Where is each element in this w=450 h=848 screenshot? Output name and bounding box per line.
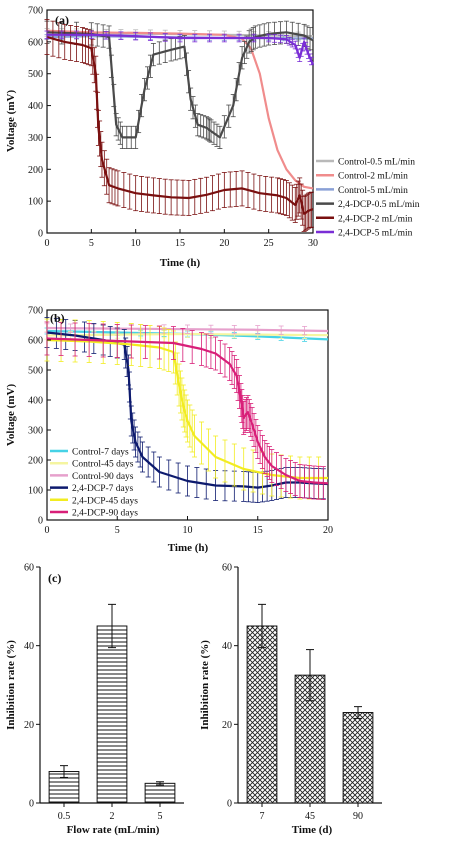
y-tick-label: 700 (28, 306, 43, 317)
x-tick-label: 0 (45, 238, 50, 249)
y-tick-label: 400 (28, 101, 43, 112)
y-tick-label: 500 (28, 366, 43, 377)
x-tick-label: 10 (131, 238, 141, 249)
y-tick-label: 200 (28, 165, 43, 176)
x-axis-label-c2: Time (d) (292, 824, 333, 836)
y-tick-label: 700 (28, 6, 43, 17)
legend-entry: 2,4-DCP-5 mL/min (338, 229, 413, 239)
y-axis-label-c2: Inhibition rate (%) (199, 640, 211, 730)
panel-c-right: 0 20 40 60 7 45 90 Time (d) Inhibition rate (%… (199, 563, 382, 836)
series-5 (44, 19, 315, 232)
y-tick-label: 40 (24, 641, 34, 652)
y-tick-label: 0 (227, 799, 232, 810)
y-axis-label-c1: Inhibition rate (%) (5, 640, 17, 730)
series-line (47, 33, 314, 65)
x-axis-label-b: Time (h) (168, 542, 209, 554)
legend-entry: Control-5 mL/min (338, 186, 408, 196)
legend-entry: 2,4-DCP-90 days (72, 509, 138, 519)
x-tick-label: 90 (353, 811, 363, 822)
y-tick-label: 600 (28, 336, 43, 347)
y-tick-label: 20 (222, 720, 232, 731)
bar (342, 712, 374, 804)
x-tick-label: 20 (219, 238, 229, 249)
x-tick-label: 15 (253, 525, 263, 536)
legend-b: Control-7 days Control-45 days Control-90 … (50, 448, 138, 519)
y-tick-label: 0 (38, 229, 43, 240)
x-tick-label: 25 (264, 238, 274, 249)
y-tick-label: 0 (29, 799, 34, 810)
series-6 (44, 30, 315, 66)
bar (246, 625, 278, 804)
x-axis-label-c1: Flow rate (mL/min) (67, 824, 160, 836)
series-3 (44, 323, 329, 336)
panel-label-a: (a) (55, 13, 69, 27)
x-tick-label: 5 (158, 811, 163, 822)
legend-entry: Control-2 mL/min (338, 172, 408, 182)
y-tick-label: 20 (24, 720, 34, 731)
panel-label-c: (c) (48, 571, 61, 585)
y-tick-label: 300 (28, 426, 43, 437)
panel-label-b: (b) (50, 311, 65, 325)
series-line (46, 29, 314, 190)
legend-entry: Control-90 days (72, 472, 134, 482)
x-tick-label: 7 (260, 811, 265, 822)
y-tick-label: 100 (28, 486, 43, 497)
series-line (46, 31, 314, 139)
x-axis-label-a: Time (h) (160, 257, 201, 269)
legend-entry: 2,4-DCP-45 days (72, 496, 138, 506)
y-tick-label: 60 (222, 563, 232, 574)
series-6 (44, 321, 329, 501)
legend-entry: 2,4-DCP-7 days (72, 484, 134, 494)
y-tick-label: 500 (28, 69, 43, 80)
panel-c-left: 0 20 40 60 0.5 2 5 (c) Flow rate (mL/min) Inhi… (5, 563, 184, 836)
x-tick-label: 5 (115, 525, 120, 536)
x-tick-label: 45 (305, 811, 315, 822)
x-tick-label: 0.5 (58, 811, 71, 822)
x-tick-label: 2 (110, 811, 115, 822)
x-tick-label: 15 (175, 238, 185, 249)
legend-entry: Control-45 days (72, 460, 134, 470)
legend-a: Control-0.5 mL/min Control-2 mL/min Contro… (316, 158, 420, 239)
legend-entry: 2,4-DCP-2 mL/min (338, 214, 413, 224)
bar (144, 782, 176, 804)
y-tick-label: 400 (28, 396, 43, 407)
y-axis-label-a: Voltage (mV) (5, 90, 17, 153)
legend-entry: Control-7 days (72, 448, 129, 458)
x-tick-label: 10 (183, 525, 193, 536)
y-tick-label: 60 (24, 563, 34, 574)
y-tick-label: 40 (222, 641, 232, 652)
y-tick-label: 100 (28, 197, 43, 208)
x-tick-label: 20 (323, 525, 333, 536)
x-tick-label: 30 (308, 238, 318, 249)
series-line (46, 36, 314, 215)
series-2 (46, 29, 314, 190)
y-tick-label: 600 (28, 37, 43, 48)
y-tick-label: 300 (28, 133, 43, 144)
series-line (46, 337, 329, 485)
y-tick-label: 0 (38, 516, 43, 527)
x-tick-label: 0 (45, 525, 50, 536)
bar (96, 625, 128, 804)
y-axis-label-b: Voltage (mV) (5, 384, 17, 447)
legend-entry: Control-0.5 mL/min (338, 158, 415, 168)
x-tick-label: 5 (89, 238, 94, 249)
y-tick-label: 200 (28, 456, 43, 467)
legend-entry: 2,4-DCP-0.5 mL/min (338, 200, 420, 210)
